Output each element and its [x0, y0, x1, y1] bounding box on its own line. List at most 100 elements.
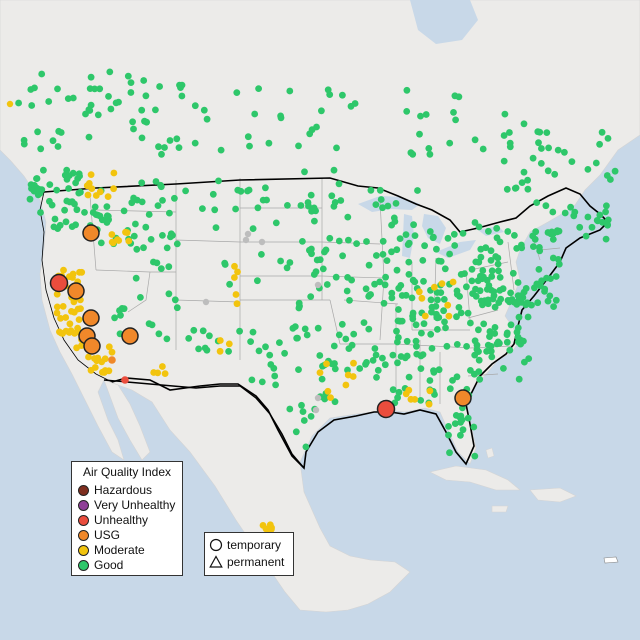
moderate-marker	[444, 301, 452, 309]
good-marker	[479, 145, 487, 153]
good-marker	[331, 398, 339, 406]
good-marker	[221, 261, 229, 268]
good-marker	[389, 386, 397, 394]
good-marker	[491, 324, 499, 331]
circle-icon	[209, 538, 223, 552]
good-marker	[69, 94, 77, 102]
good-marker	[318, 375, 326, 383]
good-marker	[602, 235, 610, 243]
good-marker	[457, 309, 465, 317]
legend-row-temporary: temporary	[209, 537, 281, 553]
good-marker	[371, 345, 379, 352]
good-marker	[522, 285, 530, 292]
good-marker	[604, 135, 612, 142]
good-marker	[163, 244, 171, 252]
good-marker	[379, 354, 386, 362]
good-marker	[265, 139, 273, 147]
good-marker	[464, 309, 472, 317]
good-marker	[145, 211, 153, 218]
moderate-marker	[415, 288, 423, 296]
good-marker	[376, 186, 384, 194]
good-marker	[598, 128, 606, 136]
good-marker	[455, 93, 463, 101]
good-marker	[166, 209, 173, 217]
good-marker	[446, 139, 454, 147]
good-marker	[401, 354, 409, 362]
good-marker	[344, 213, 352, 221]
good-marker	[96, 85, 104, 93]
good-marker	[437, 289, 445, 296]
good-marker	[163, 335, 171, 343]
good-marker	[544, 297, 552, 305]
good-marker	[546, 292, 554, 300]
good-marker	[432, 303, 440, 310]
good-marker	[533, 199, 541, 207]
good-marker	[65, 172, 73, 180]
baja-california	[103, 379, 151, 461]
good-marker	[31, 84, 38, 92]
legend-row-hazardous: Hazardous	[78, 483, 152, 497]
good-marker	[503, 331, 511, 338]
good-marker	[26, 195, 34, 203]
good-marker	[37, 145, 45, 153]
good-marker	[515, 295, 523, 303]
good-marker	[441, 265, 449, 273]
good-marker	[332, 273, 340, 281]
good-marker	[427, 330, 435, 338]
legend-label-moderate: Moderate	[94, 543, 145, 557]
good-marker	[490, 288, 498, 295]
good-marker	[409, 315, 417, 323]
moderate-marker	[105, 343, 113, 351]
good-marker	[53, 186, 61, 194]
good-marker	[245, 186, 253, 194]
good-marker	[457, 418, 464, 426]
good-marker	[422, 111, 430, 118]
moderate-marker	[75, 316, 83, 323]
good-marker	[331, 365, 339, 373]
good-marker	[451, 420, 459, 427]
good-marker	[506, 129, 513, 136]
good-marker	[295, 366, 302, 373]
good-marker	[87, 73, 95, 81]
legend-row-unhealthy: Unhealthy	[78, 513, 148, 527]
good-marker	[420, 277, 427, 285]
good-marker	[402, 291, 410, 299]
good-marker	[488, 267, 496, 275]
good-marker	[409, 276, 417, 284]
good-marker	[515, 313, 523, 321]
good-marker	[468, 265, 476, 273]
good-marker	[165, 290, 173, 298]
good-marker	[467, 319, 474, 327]
good-marker	[476, 287, 484, 295]
moderate-marker	[83, 182, 91, 190]
good-marker	[363, 359, 370, 366]
good-marker	[524, 185, 532, 193]
good-marker	[338, 320, 346, 328]
good-marker	[54, 143, 62, 150]
good-marker	[127, 89, 135, 96]
good-marker	[276, 339, 283, 346]
good-marker	[487, 342, 495, 350]
good-marker	[254, 204, 262, 212]
moderate-marker	[449, 278, 457, 286]
good-marker	[167, 233, 174, 241]
good-marker	[450, 230, 458, 238]
good-marker	[277, 257, 284, 265]
good-marker	[120, 207, 128, 215]
good-marker	[428, 345, 436, 352]
good-marker	[483, 348, 490, 355]
moderate-marker	[216, 337, 224, 344]
good-marker	[73, 206, 81, 214]
west-coast	[39, 191, 113, 383]
good-marker	[552, 296, 560, 304]
good-marker	[120, 305, 128, 313]
good-marker	[140, 244, 147, 252]
good-marker	[339, 252, 346, 260]
good-marker	[367, 186, 375, 194]
good-marker	[374, 366, 382, 374]
legend-label-temporary: temporary	[227, 538, 282, 552]
good-marker	[457, 431, 464, 439]
good-marker	[191, 139, 199, 147]
unhealthy-large-marker	[376, 399, 396, 419]
good-marker	[463, 343, 470, 350]
